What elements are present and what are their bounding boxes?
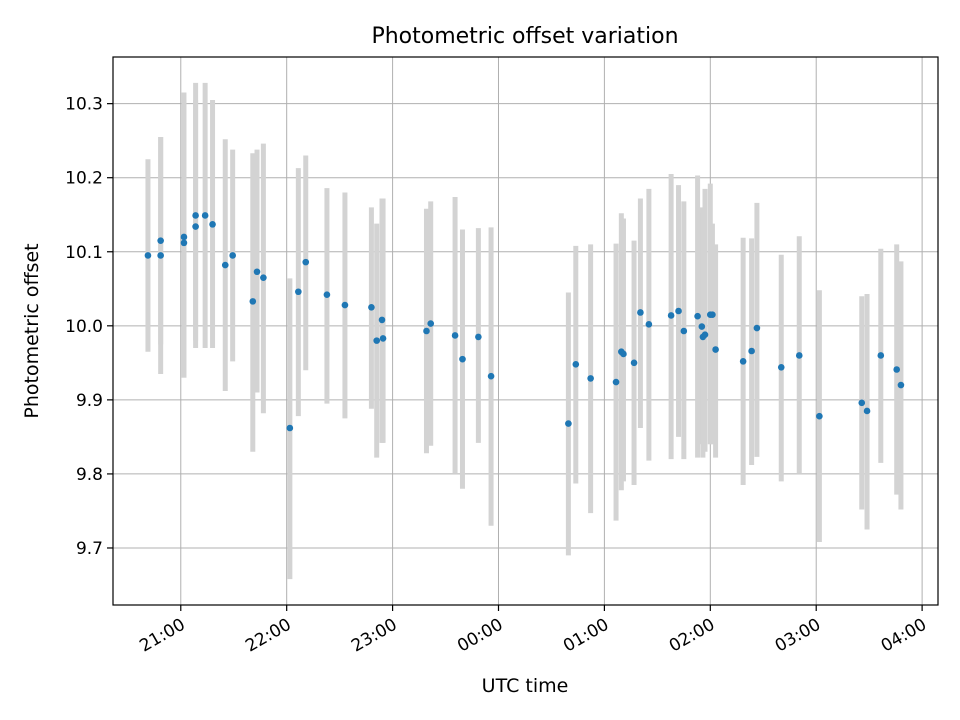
x-tick-label: 21:00 [136,615,188,657]
data-point [286,424,294,432]
data-point [587,375,594,382]
y-tick-label: 9.8 [76,465,103,485]
data-point [373,337,381,344]
data-point [858,399,866,407]
x-tick-label: 23:00 [348,615,400,657]
data-point [423,327,430,335]
data-point [192,212,199,219]
data-point [572,361,580,368]
data-point [777,363,785,371]
data-point [748,347,755,355]
y-tick-label: 10.3 [65,95,103,115]
y-tick-label: 10.0 [65,317,103,337]
data-point [565,420,572,427]
data-point [427,320,435,327]
y-tick-label: 10.2 [65,169,103,189]
data-point [620,350,627,358]
data-point [753,324,761,332]
data-point [612,378,620,386]
grid [113,57,938,605]
x-axis-label: UTC time [482,675,569,697]
x-tick-label: 02:00 [666,615,718,657]
data-point [451,332,459,339]
data-point [192,223,199,230]
data-point [341,301,349,309]
data-point [637,309,644,316]
data-point [893,366,900,373]
data-point [253,268,261,276]
data-point [667,312,675,319]
data-point [675,307,682,315]
data-point [249,298,257,305]
data-point [630,359,638,367]
error-bars [145,82,904,580]
data-point [795,352,803,359]
chart-title: Photometric offset variation [371,24,678,49]
data-point [180,239,188,247]
data-point [260,274,267,281]
data-point [378,316,386,324]
y-axis: 9.7 9.8 9.9 10.0 10.1 10.2 10.3 [65,95,113,559]
x-tick-label: 01:00 [560,615,612,657]
y-tick-label: 9.9 [76,391,103,411]
x-tick-label: 00:00 [454,615,506,657]
data-point [694,312,701,320]
data-point [379,335,387,342]
data-point [323,291,331,299]
data-point [229,252,236,259]
data-point [712,346,719,353]
data-point [816,412,823,420]
data-point [368,304,375,311]
data-point [180,233,188,241]
data-point [877,352,885,359]
plot-frame [112,56,939,606]
x-tick-label: 04:00 [878,615,930,657]
data-point [645,321,653,328]
data-point [863,407,871,415]
data-point [157,237,164,244]
data-point [701,331,709,339]
data-points [144,212,905,432]
data-point [144,252,152,259]
data-point [739,358,747,365]
data-point [201,212,209,219]
x-axis: 21:00 22:00 23:00 00:00 01:00 02:00 03:00 04:00 [136,605,930,656]
y-tick-label: 9.7 [76,539,103,559]
data-point [157,252,164,259]
y-tick-label: 10.1 [65,243,103,263]
data-point [897,381,905,389]
data-point [475,333,482,341]
data-point [295,288,302,296]
data-point [698,323,706,330]
x-tick-label: 22:00 [242,615,294,657]
data-point [302,258,310,266]
y-axis-label: Photometric offset [21,243,43,418]
data-point [487,372,495,380]
data-point [459,355,466,363]
data-point [221,261,229,269]
data-point [680,327,688,335]
data-point [209,221,216,228]
data-point [709,311,716,319]
x-tick-label: 03:00 [772,615,824,657]
